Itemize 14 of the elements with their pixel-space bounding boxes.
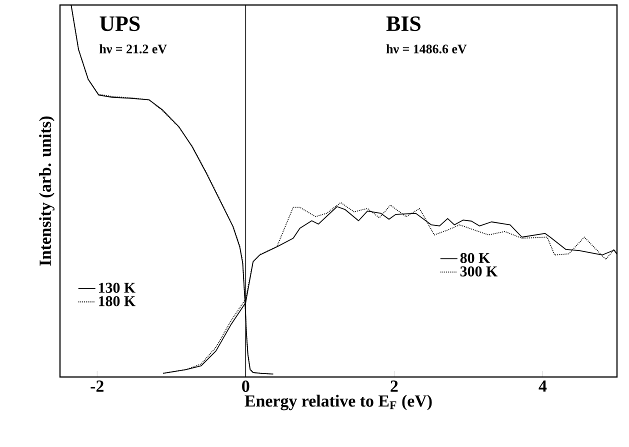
legend-label: 130 K [99, 282, 136, 293]
x-tick-label: 4 [538, 380, 547, 392]
legend-label: 80 K [460, 252, 490, 264]
legend-label: 300 K [460, 266, 498, 276]
legend-label: 180 K [99, 296, 136, 306]
y-axis-title: Intensity (arb. units) [39, 116, 54, 266]
x-tick-label: 0 [242, 380, 250, 392]
annotation: hν = 21.2 eV [100, 44, 167, 54]
annotation: hν = 1486.6 eV [386, 44, 467, 54]
x-tick-label: -2 [90, 380, 104, 392]
annotation: BIS [386, 16, 420, 32]
x-axis-title: Energy relative to E$_{F}$ (eV) [244, 394, 432, 410]
annotation: UPS [100, 16, 140, 32]
x-tick-label: 2 [390, 380, 398, 392]
